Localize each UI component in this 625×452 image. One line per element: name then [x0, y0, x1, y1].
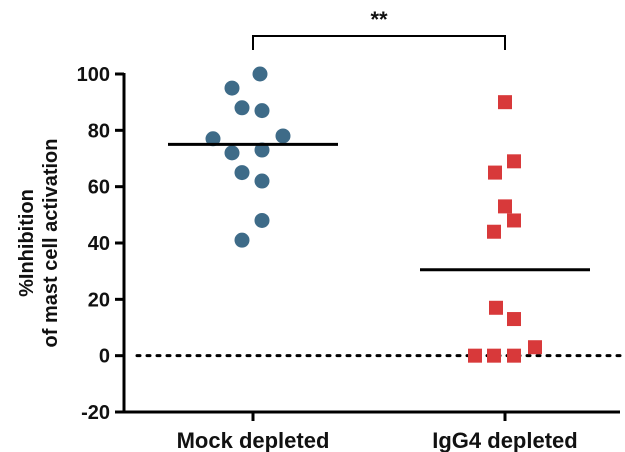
- y-axis-title: %Inhibition of mast cell activation: [16, 139, 62, 348]
- data-point-circle: [254, 173, 270, 189]
- data-point-square: [487, 348, 501, 363]
- significance-stars: **: [370, 7, 388, 32]
- y-tick-label: 60: [88, 177, 110, 199]
- data-point-circle: [254, 142, 270, 158]
- data-point-square: [498, 95, 512, 110]
- data-point-circle: [234, 165, 250, 181]
- data-point-circle: [275, 128, 291, 144]
- data-points: [205, 66, 542, 363]
- data-point-square: [507, 312, 521, 327]
- x-category-label: Mock depleted: [177, 428, 330, 452]
- significance-bracket: **: [252, 7, 506, 50]
- y-tick-label: 100: [77, 64, 110, 86]
- significance-bracket-line: [252, 35, 506, 50]
- x-category-label: IgG4 depleted: [432, 428, 577, 452]
- y-tick-label: 80: [88, 120, 110, 142]
- data-point-square: [507, 154, 521, 169]
- data-point-square: [507, 213, 521, 228]
- data-point-circle: [234, 100, 250, 116]
- data-point-circle: [224, 80, 240, 96]
- data-point-square: [507, 348, 521, 363]
- data-point-circle: [254, 212, 270, 228]
- data-point-circle: [224, 145, 240, 161]
- y-tick-label: 20: [88, 289, 110, 311]
- data-point-circle: [252, 66, 268, 82]
- y-tick-label: -20: [81, 402, 110, 424]
- data-point-square: [528, 340, 542, 355]
- axes: -20 0 20 40 60 80 100 Mock depleted IgG4 deplete…: [77, 64, 620, 452]
- y-axis-title-line-1: %Inhibition: [16, 189, 38, 297]
- data-point-square: [468, 348, 482, 363]
- data-point-square: [489, 300, 503, 315]
- data-point-circle: [234, 232, 250, 248]
- y-tick-label: 0: [99, 346, 110, 368]
- data-point-square: [487, 224, 501, 239]
- data-point-circle: [205, 131, 221, 147]
- data-point-square: [498, 199, 512, 214]
- y-axis-title-line-2: of mast cell activation: [40, 139, 62, 348]
- mean-lines: [168, 142, 590, 272]
- data-point-square: [488, 165, 502, 180]
- y-tick-label: 40: [88, 233, 110, 255]
- data-point-circle: [254, 103, 270, 119]
